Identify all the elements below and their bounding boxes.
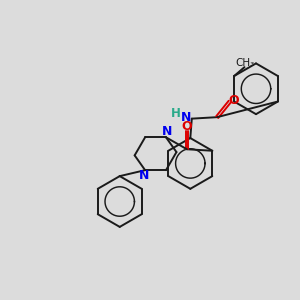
Text: O: O: [229, 94, 239, 106]
Text: H: H: [170, 107, 180, 120]
Text: O: O: [181, 120, 192, 133]
Text: N: N: [161, 125, 172, 138]
Text: CH₃: CH₃: [236, 58, 255, 68]
Text: N: N: [181, 111, 192, 124]
Text: N: N: [139, 169, 150, 182]
